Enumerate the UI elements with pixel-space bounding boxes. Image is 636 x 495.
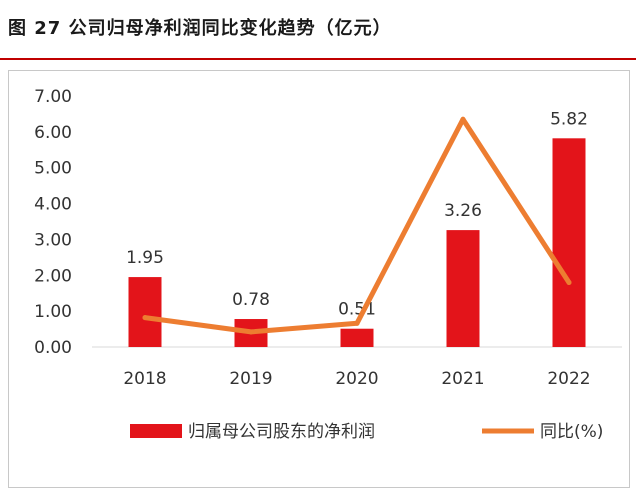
bar-data-label: 1.95 [126,248,164,268]
y-tick-label: 0.00 [34,338,72,358]
x-tick-label: 2020 [335,369,378,389]
yoy-point [142,315,148,321]
legend-line-label: 同比(%) [540,422,603,442]
bar-data-label: 3.26 [444,201,482,221]
y-tick-label: 2.00 [34,266,72,286]
yoy-point [354,320,360,326]
bar [128,277,162,347]
legend-bar-label: 归属母公司股东的净利润 [188,422,375,442]
x-tick-label: 2021 [441,369,484,389]
title-rule [0,58,636,60]
y-tick-label: 6.00 [34,123,72,143]
y-tick-label: 4.00 [34,195,72,215]
bar [446,230,480,347]
x-tick-label: 2018 [123,369,166,389]
legend-bar-swatch [130,424,182,438]
yoy-point [460,116,466,122]
y-tick-label: 5.00 [34,159,72,179]
figure-title: 图 27 公司归母净利润同比变化趋势（亿元） [8,18,392,39]
plot-frame [8,70,630,488]
bar-data-label: 5.82 [550,109,588,129]
bar-data-label: 0.78 [232,290,270,310]
yoy-point [566,279,572,285]
x-tick-label: 2022 [547,369,590,389]
x-tick-label: 2019 [229,369,272,389]
bar [340,328,374,347]
yoy-point [248,329,254,335]
bar [552,138,586,347]
y-tick-label: 1.00 [34,302,72,322]
y-tick-label: 7.00 [34,87,72,107]
y-tick-label: 3.00 [34,230,72,250]
